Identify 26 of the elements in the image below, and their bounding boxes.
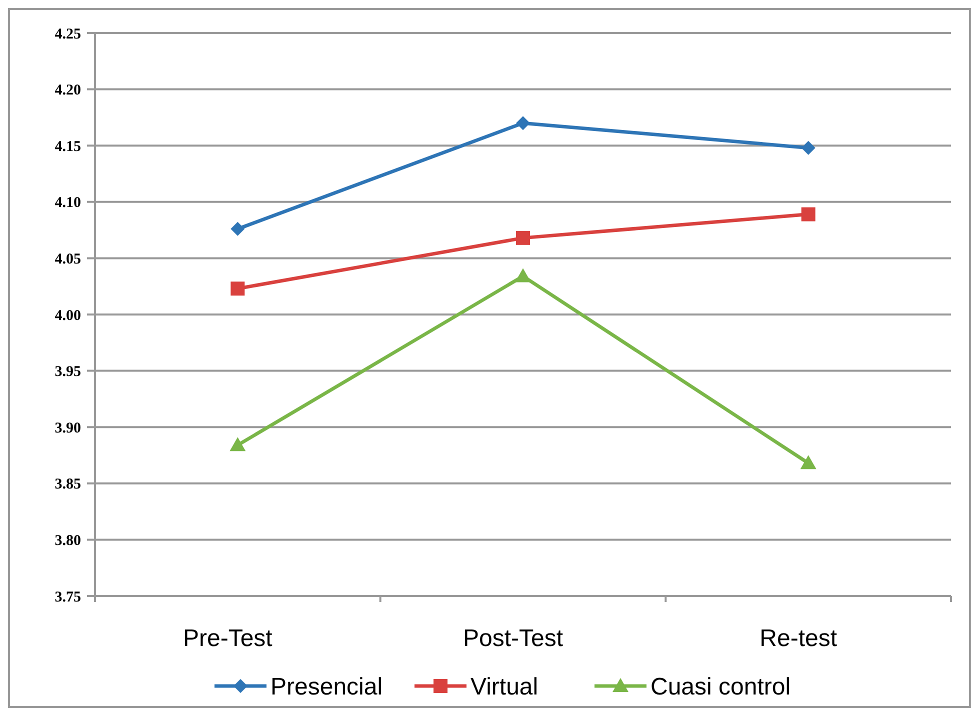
x-tick-label: Pre-Test xyxy=(182,625,273,652)
x-tick-label: Post-Test xyxy=(462,625,564,652)
point xyxy=(800,455,816,470)
point xyxy=(516,116,530,130)
point xyxy=(516,230,530,245)
y-tick-label: 3.95 xyxy=(54,364,81,380)
point xyxy=(515,268,531,282)
legend-label: Virtual xyxy=(470,673,538,700)
legend-label: Cuasi control xyxy=(650,673,791,700)
point xyxy=(801,207,816,222)
y-tick-label: 4.15 xyxy=(54,138,81,155)
point xyxy=(801,140,816,155)
y-tick-label: 4.00 xyxy=(54,308,81,324)
y-tick-label: 3.80 xyxy=(54,532,81,549)
point xyxy=(230,437,246,452)
y-tick-label: 3.75 xyxy=(54,589,81,606)
x-tick-label: Re-test xyxy=(760,625,838,652)
y-tick-label: 3.90 xyxy=(54,420,81,436)
y-tick-label: 4.05 xyxy=(54,251,81,268)
point xyxy=(230,282,245,296)
legend-label: Presencial xyxy=(270,673,383,700)
y-tick-label: 4.10 xyxy=(54,195,81,212)
point xyxy=(230,222,245,236)
y-tick-label: 3.85 xyxy=(54,476,81,493)
y-tick-label: 4.25 xyxy=(54,26,81,42)
y-tick-label: 4.20 xyxy=(54,82,81,99)
